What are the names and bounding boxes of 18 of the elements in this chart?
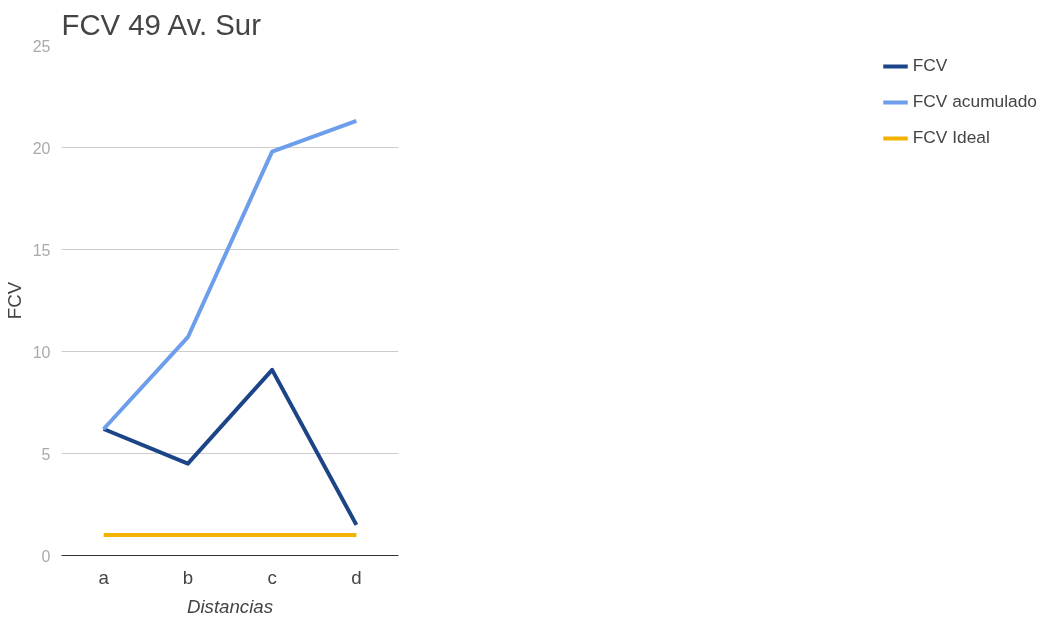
x-tick-label: d [351,566,362,588]
y-tick-label: 25 [32,37,51,55]
x-axis-title: Distancias [186,595,274,617]
legend-label: FCV acumulado [912,91,1037,112]
x-tick-label: a [98,566,110,588]
y-tick-label: 10 [32,343,51,361]
y-tick-label: 5 [41,445,51,463]
y-tick-label: 20 [32,139,51,157]
line-series [101,367,359,527]
legend-label: FCV Ideal [912,127,990,148]
legend-label: FCV [912,55,948,76]
line-series [101,118,359,432]
y-axis-title: FCV [3,281,25,320]
y-tick-label: 0 [41,547,51,565]
chart-title: FCV 49 Av. Sur [61,7,262,41]
x-tick-label: c [267,566,277,588]
x-tick-label: b [182,566,194,588]
y-tick-label: 15 [32,241,51,259]
